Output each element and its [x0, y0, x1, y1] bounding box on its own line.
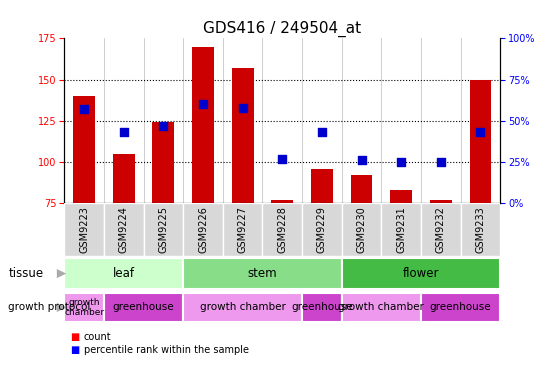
Bar — [144, 203, 183, 256]
Bar — [302, 203, 342, 256]
Polygon shape — [57, 303, 66, 312]
Point — [159, 123, 168, 129]
Text: growth
chamber: growth chamber — [64, 298, 104, 317]
Text: greenhouse: greenhouse — [430, 302, 491, 313]
Bar — [470, 80, 491, 203]
Bar — [64, 293, 104, 322]
Point — [476, 130, 485, 135]
Bar — [421, 203, 461, 256]
Text: greenhouse: greenhouse — [113, 302, 174, 313]
Text: leaf: leaf — [113, 267, 135, 280]
Text: GSM9224: GSM9224 — [119, 206, 129, 253]
Point — [198, 101, 207, 107]
Bar — [104, 203, 144, 256]
Text: greenhouse: greenhouse — [291, 302, 353, 313]
Bar — [461, 203, 500, 256]
Text: GSM9226: GSM9226 — [198, 206, 208, 253]
Bar — [272, 200, 293, 203]
Text: count: count — [84, 332, 111, 342]
Text: GSM9223: GSM9223 — [79, 206, 89, 253]
Text: growth protocol: growth protocol — [8, 302, 91, 313]
Text: ■: ■ — [70, 344, 79, 355]
Bar — [232, 68, 254, 203]
Bar — [381, 203, 421, 256]
Bar — [342, 258, 500, 289]
Polygon shape — [57, 269, 66, 278]
Text: GSM9230: GSM9230 — [357, 206, 367, 253]
Bar — [263, 203, 302, 256]
Text: GSM9228: GSM9228 — [277, 206, 287, 253]
Text: tissue: tissue — [8, 267, 44, 280]
Bar — [430, 200, 452, 203]
Point — [79, 106, 88, 112]
Text: ■: ■ — [70, 332, 79, 342]
Bar — [192, 46, 214, 203]
Point — [437, 159, 446, 165]
Bar — [113, 154, 135, 203]
Bar — [64, 203, 104, 256]
Bar — [183, 203, 223, 256]
Bar — [390, 190, 412, 203]
Text: stem: stem — [248, 267, 277, 280]
Text: flower: flower — [403, 267, 439, 280]
Bar — [302, 293, 342, 322]
Text: GSM9229: GSM9229 — [317, 206, 327, 253]
Bar — [342, 293, 421, 322]
Point — [357, 157, 366, 163]
Text: growth chamber: growth chamber — [338, 302, 424, 313]
Text: GSM9232: GSM9232 — [436, 206, 446, 253]
Point — [278, 156, 287, 162]
Bar — [183, 258, 342, 289]
Text: GSM9225: GSM9225 — [158, 206, 168, 253]
Bar — [183, 293, 302, 322]
Bar — [64, 258, 183, 289]
Point — [397, 159, 406, 165]
Text: growth chamber: growth chamber — [200, 302, 286, 313]
Text: GSM9227: GSM9227 — [238, 206, 248, 253]
Bar — [350, 175, 372, 203]
Text: percentile rank within the sample: percentile rank within the sample — [84, 344, 249, 355]
Point — [318, 130, 326, 135]
Bar — [311, 168, 333, 203]
Bar — [421, 293, 500, 322]
Text: GSM9233: GSM9233 — [476, 206, 485, 253]
Bar — [104, 293, 183, 322]
Text: GSM9231: GSM9231 — [396, 206, 406, 253]
Point — [119, 130, 128, 135]
Bar — [153, 122, 174, 203]
Point — [238, 105, 247, 111]
Bar — [223, 203, 263, 256]
Title: GDS416 / 249504_at: GDS416 / 249504_at — [203, 21, 361, 37]
Bar — [342, 203, 381, 256]
Bar — [73, 96, 95, 203]
